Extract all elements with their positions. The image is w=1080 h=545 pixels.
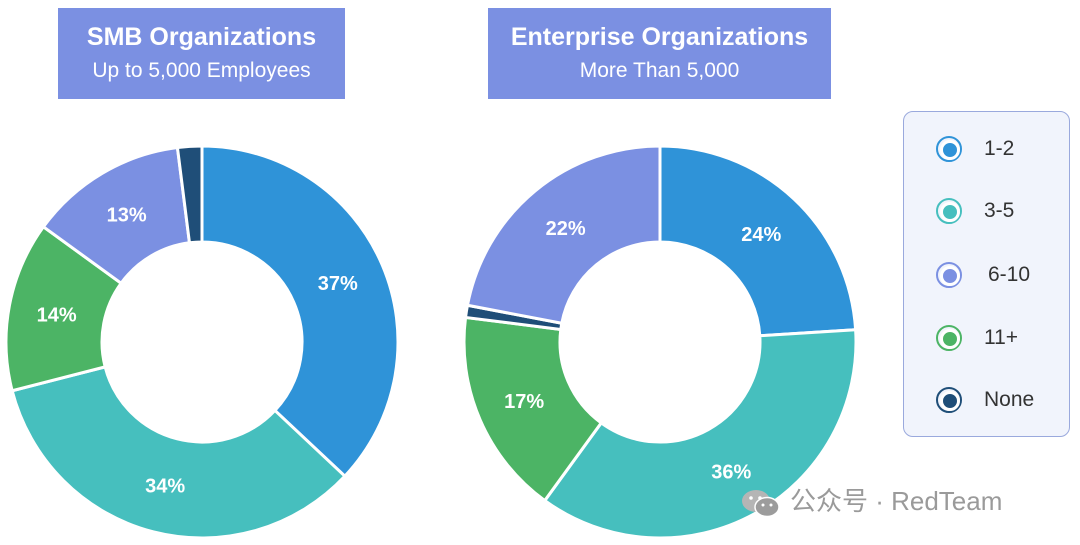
wechat-icon bbox=[742, 490, 780, 518]
legend-label-1-2: 1-2 bbox=[984, 137, 1015, 160]
smb-chart-title: SMB Organizations bbox=[86, 23, 317, 51]
smb-title-box: SMB Organizations Up to 5,000 Employees bbox=[58, 8, 345, 99]
legend-label-6-10: 6-10 bbox=[988, 263, 1031, 286]
watermark-text: 公众号 · RedTeam bbox=[790, 486, 1003, 516]
enterprise-chart-subtitle: More Than 5,000 bbox=[579, 59, 740, 82]
enterprise-slice-1-2 bbox=[658, 144, 858, 338]
enterprise-slice-label-11-plus: 17% bbox=[504, 391, 544, 413]
enterprise-chart-title: Enterprise Organizations bbox=[510, 23, 809, 51]
enterprise-slice-label-1-2: 24% bbox=[741, 224, 781, 246]
enterprise-title-box: Enterprise Organizations More Than 5,000 bbox=[488, 8, 831, 99]
smb-slice-3-5 bbox=[10, 365, 347, 540]
legend-swatch-6-10 bbox=[936, 262, 962, 288]
legend-item-3-5: 3-5 bbox=[936, 198, 1066, 228]
legend-item-none: None bbox=[936, 387, 1066, 417]
donut-charts: 37% 34% 14% 13% 24% 36% 17% 22% bbox=[4, 144, 858, 540]
legend-item-6-10: 6-10 bbox=[936, 262, 1066, 292]
enterprise-slice-3-5 bbox=[542, 328, 858, 540]
enterprise-slice-6-10 bbox=[465, 144, 662, 326]
enterprise-slice-label-6-10: 22% bbox=[546, 218, 586, 240]
legend-item-1-2: 1-2 bbox=[936, 136, 1066, 166]
smb-slice-1-2 bbox=[200, 144, 400, 479]
legend-item-11-plus: 11+ bbox=[936, 325, 1066, 355]
smb-chart-subtitle: Up to 5,000 Employees bbox=[92, 59, 311, 82]
enterprise-slice-label-3-5: 36% bbox=[711, 462, 751, 484]
legend-swatch-1-2 bbox=[936, 136, 962, 162]
legend-label-11-plus: 11+ bbox=[984, 326, 1019, 349]
smb-slice-label-6-10: 13% bbox=[107, 205, 147, 227]
legend-swatch-none bbox=[936, 387, 962, 413]
smb-slice-label-11-plus: 14% bbox=[37, 304, 77, 326]
smb-slice-none bbox=[175, 144, 204, 245]
legend-label-3-5: 3-5 bbox=[984, 199, 1015, 222]
smb-slice-label-1-2: 37% bbox=[318, 273, 358, 295]
legend-swatch-11-plus bbox=[936, 325, 962, 351]
legend-label-none: None bbox=[984, 388, 1035, 411]
legend-swatch-3-5 bbox=[936, 198, 962, 224]
chart-legend: 1-2 3-5 6-10 11+ None bbox=[903, 111, 1070, 437]
smb-slice-label-3-5: 34% bbox=[145, 475, 185, 497]
enterprise-slice-11-plus bbox=[462, 315, 604, 503]
watermark: 公众号 · RedTeam bbox=[740, 484, 1002, 518]
